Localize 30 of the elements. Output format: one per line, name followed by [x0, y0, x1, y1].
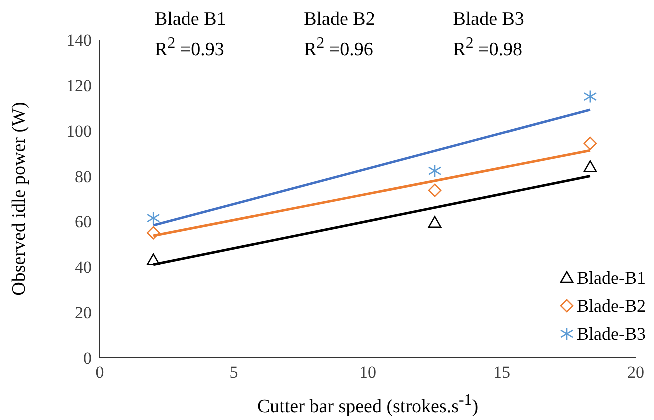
y-tick-label: 100 [66, 122, 92, 141]
y-tick-label: 120 [66, 76, 92, 96]
point [584, 136, 598, 150]
point [146, 226, 160, 240]
x-tick-label: 15 [494, 363, 510, 382]
y-axis-title: Observed idle power (W) [9, 102, 31, 296]
y-tick-label: 20 [75, 304, 92, 323]
x-tick-label: 20 [628, 363, 644, 382]
point [584, 90, 598, 104]
x-tick-label: 5 [230, 363, 238, 382]
x-tick-label: 10 [360, 363, 376, 382]
point [146, 254, 160, 266]
legend-label: Blade-B3 [577, 324, 646, 344]
y-tick-label: 140 [66, 31, 92, 50]
y-tick-label: 0 [84, 349, 92, 368]
x-tick-label: 0 [96, 363, 104, 382]
point [428, 164, 442, 178]
x-axis-title: Cutter bar speed (strokes.s$^{-1}$) [256, 392, 480, 418]
legend-label: Blade-B2 [577, 296, 646, 316]
annotation: Blade B3 R$^{2}$ =0.98 [453, 8, 524, 62]
annotation: Blade B1 R$^{2}$ =0.93 [155, 8, 226, 62]
y-tick-label: 40 [75, 258, 92, 278]
annotation: Blade B2 R$^{2}$ =0.96 [304, 8, 376, 62]
point [584, 160, 598, 172]
point [428, 184, 442, 198]
point [428, 216, 442, 228]
y-tick-label: 80 [75, 167, 92, 186]
point [146, 212, 160, 225]
legend-label: Blade-B1 [577, 268, 646, 288]
y-tick-label: 60 [75, 212, 92, 232]
